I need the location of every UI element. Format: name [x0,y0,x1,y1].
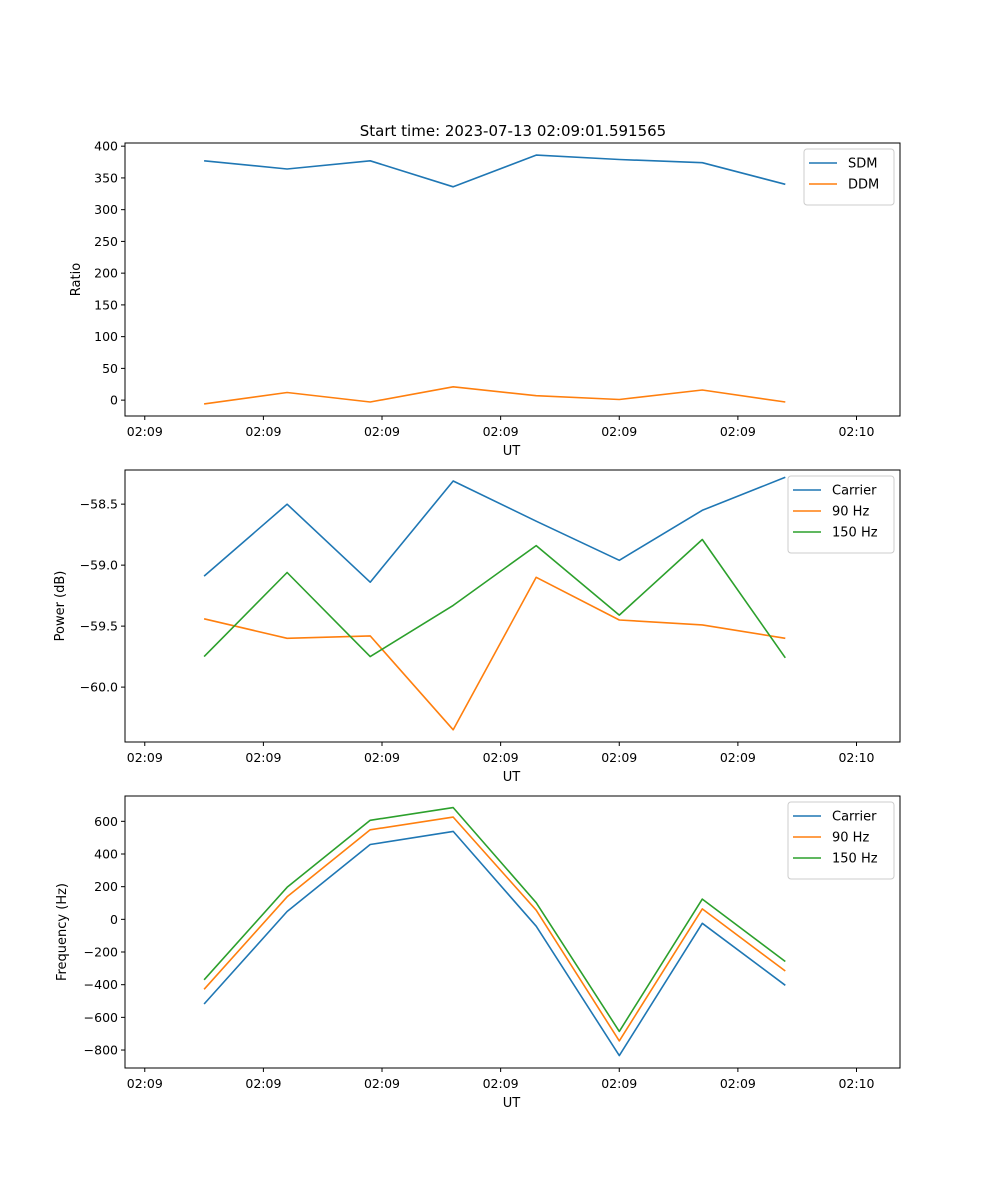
legend: Carrier 90 Hz 150 Hz [788,476,894,553]
x-tick-label: 02:09 [127,750,163,765]
x-tick-label: 02:09 [601,1076,637,1091]
x-tick-label: 02:09 [720,750,756,765]
y-tick-label: 300 [94,202,118,217]
x-tick-label: 02:09 [364,424,400,439]
y-tick-label: 400 [94,846,118,861]
x-axis-label: UT [503,444,521,459]
x-tick-label: 02:09 [483,750,519,765]
legend-label: 150 Hz [832,852,878,867]
legend-label: 90 Hz [832,505,869,520]
x-tick-label: 02:10 [838,424,874,439]
y-tick-label: 250 [94,234,118,249]
x-tick-label: 02:09 [245,750,281,765]
legend-label: SDM [848,157,877,172]
x-tick-label: 02:09 [483,424,519,439]
y-tick-label: −800 [84,1043,118,1058]
x-tick-label: 02:10 [838,750,874,765]
legend-label: 150 Hz [832,526,878,541]
y-tick-label: 100 [94,329,118,344]
y-tick-label: 400 [94,139,118,154]
y-tick-label: −600 [84,1010,118,1025]
x-tick-label: 02:09 [364,750,400,765]
y-tick-label: 200 [94,266,118,281]
y-tick-label: 0 [110,393,118,408]
x-tick-label: 02:09 [364,1076,400,1091]
y-tick-label: 150 [94,297,118,312]
y-tick-label: 0 [110,912,118,927]
figure: Start time: 2023-07-13 02:09:01.591565 0… [0,0,1000,1200]
legend-label: DDM [848,178,879,193]
y-axis-label: Power (dB) [53,571,68,642]
legend: SDM DDM [804,149,894,205]
x-axis-label: UT [503,1096,521,1111]
x-tick-label: 02:09 [483,1076,519,1091]
y-axis-label: Ratio [69,263,84,296]
y-tick-label: −200 [84,945,118,960]
y-tick-label: −60.0 [80,680,118,695]
x-axis-label: UT [503,770,521,785]
legend-label: Carrier [832,484,877,499]
x-tick-label: 02:10 [838,1076,874,1091]
x-tick-label: 02:09 [720,1076,756,1091]
figure-title: Start time: 2023-07-13 02:09:01.591565 [360,122,666,140]
x-tick-label: 02:09 [720,424,756,439]
x-tick-label: 02:09 [601,750,637,765]
legend-label: 90 Hz [832,831,869,846]
x-tick-label: 02:09 [245,424,281,439]
y-tick-label: −59.0 [80,558,118,573]
x-tick-label: 02:09 [601,424,637,439]
legend: Carrier 90 Hz 150 Hz [788,802,894,879]
y-tick-label: −58.5 [80,497,118,512]
y-tick-label: −59.5 [80,619,118,634]
x-tick-label: 02:09 [127,424,163,439]
x-tick-label: 02:09 [245,1076,281,1091]
y-tick-label: −400 [84,977,118,992]
y-tick-label: 600 [94,814,118,829]
legend-label: Carrier [832,810,877,825]
x-tick-label: 02:09 [127,1076,163,1091]
y-tick-label: 350 [94,170,118,185]
y-axis-label: Frequency (Hz) [55,883,70,981]
y-tick-label: 50 [102,361,118,376]
y-tick-label: 200 [94,879,118,894]
